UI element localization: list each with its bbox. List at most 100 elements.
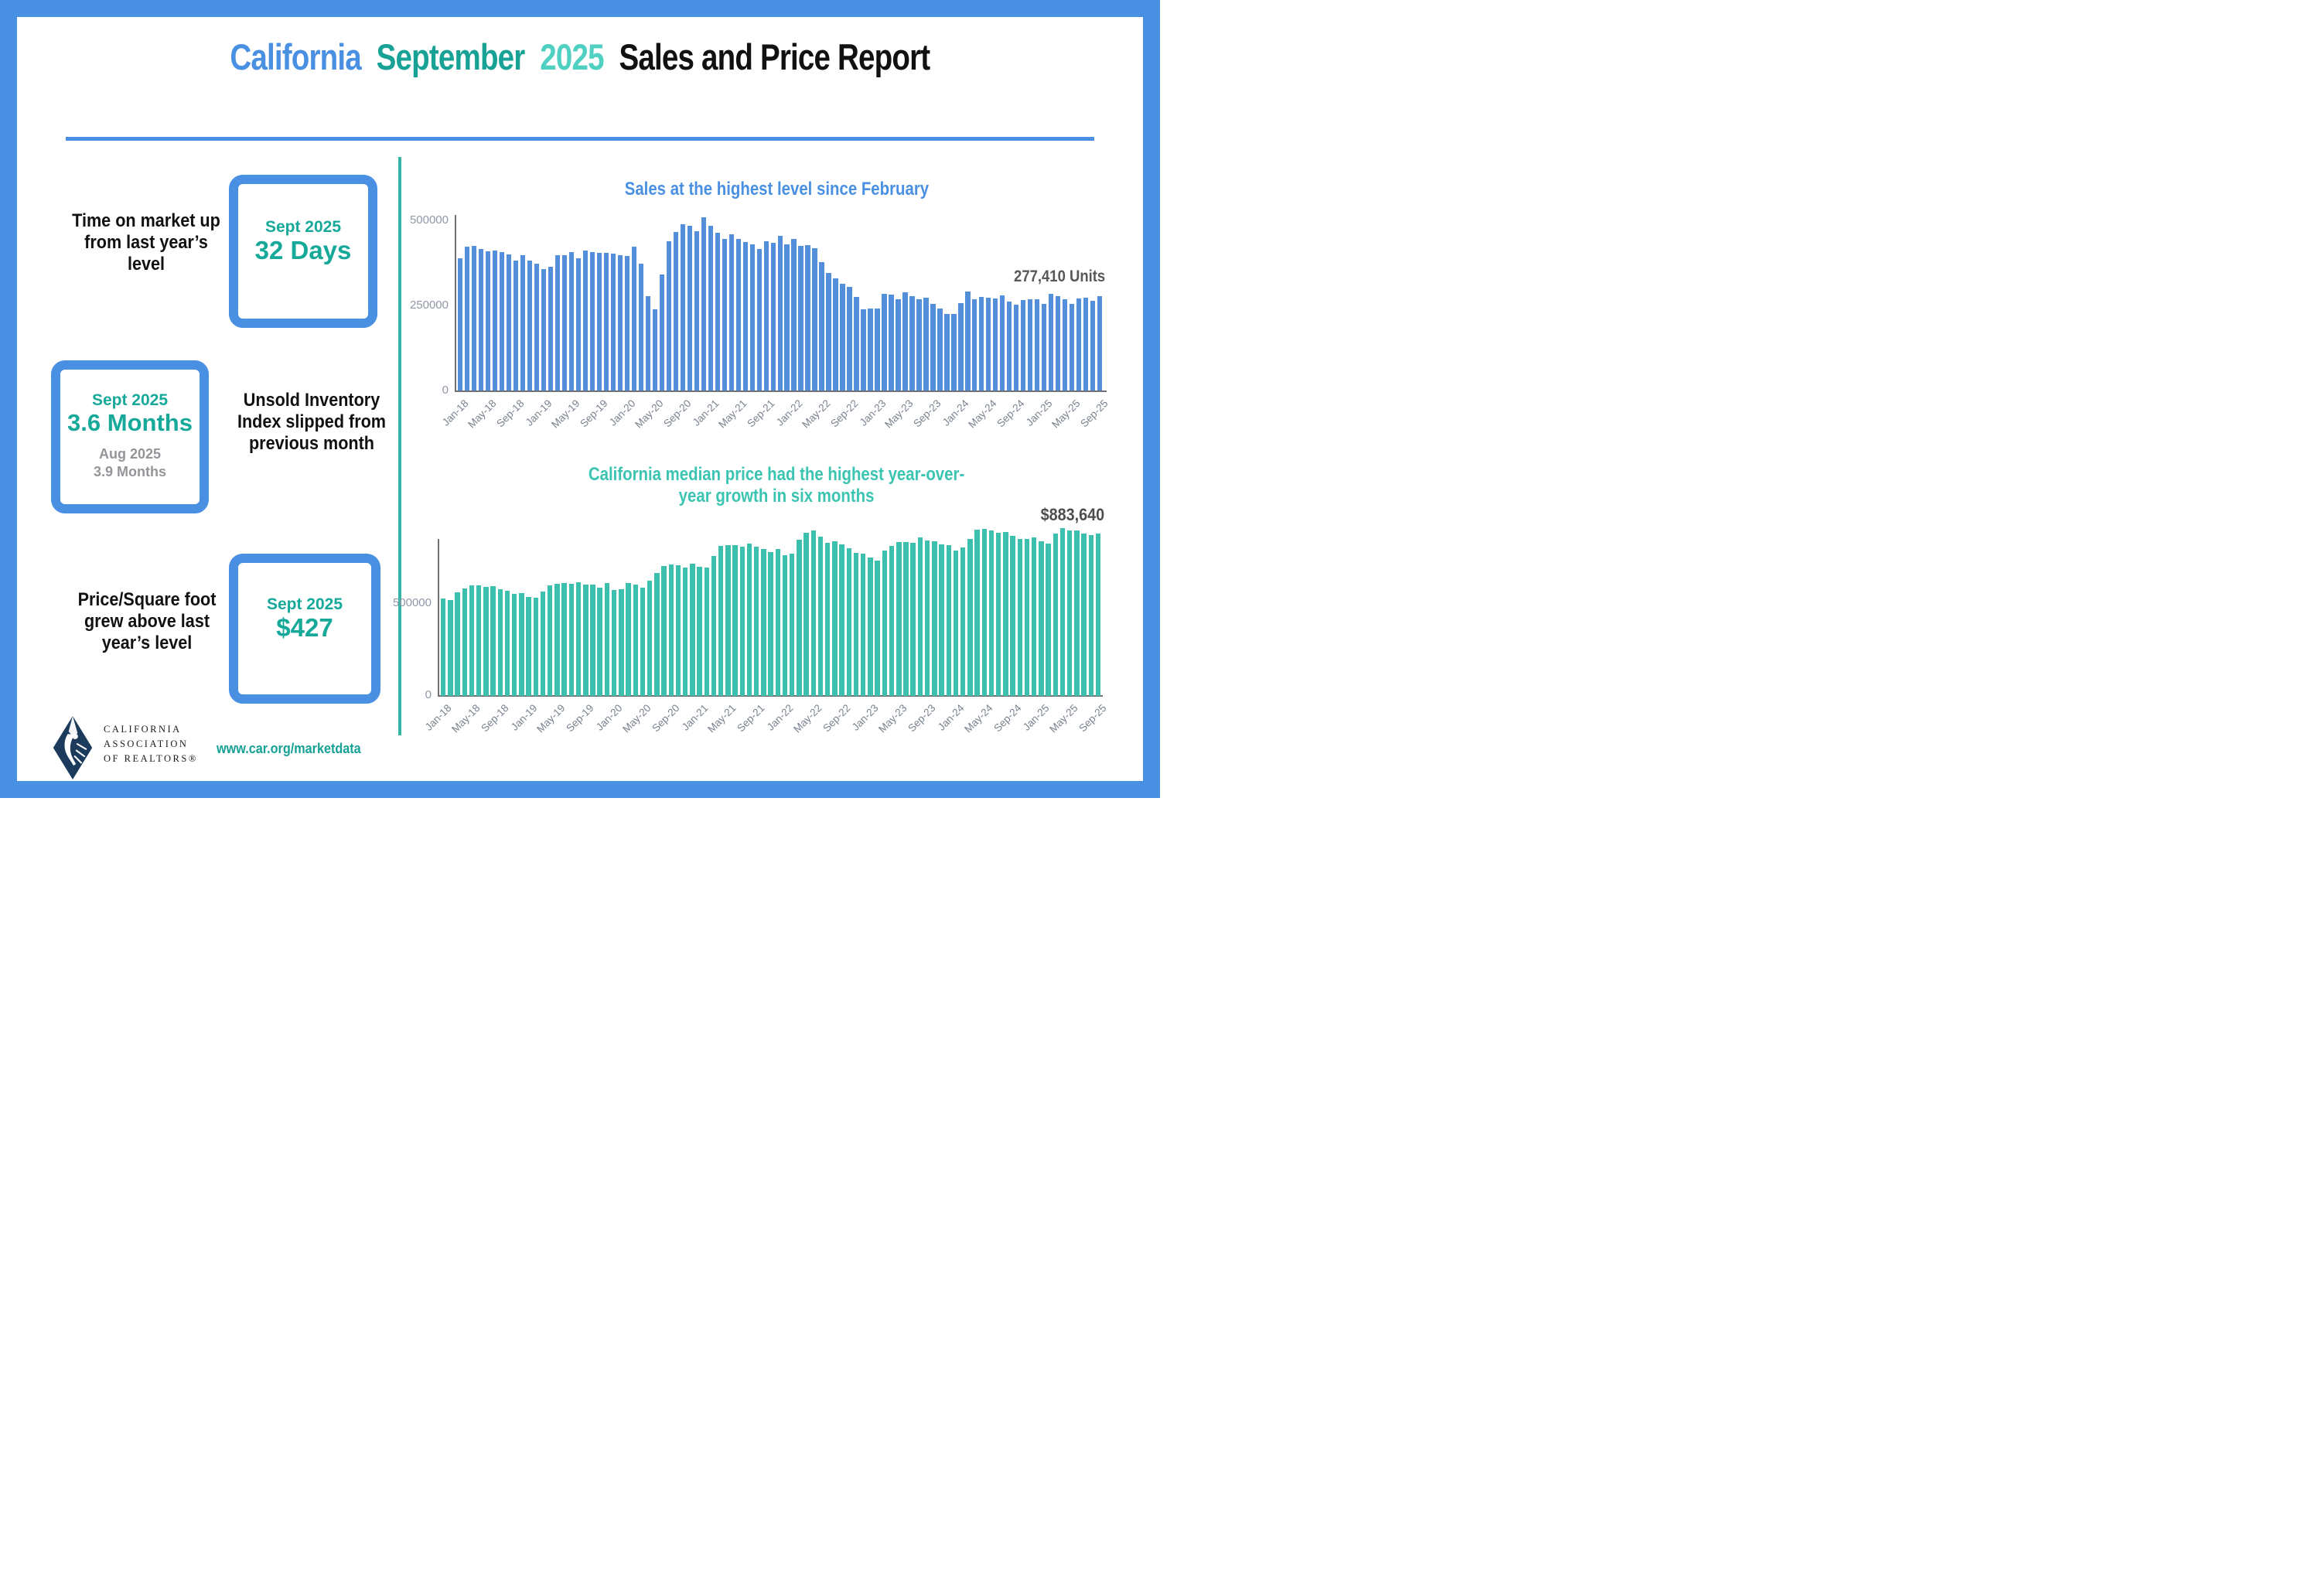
sales-bar — [1014, 304, 1019, 390]
sales-bar — [916, 298, 922, 390]
price-bar — [633, 584, 638, 696]
price-bar — [640, 588, 646, 696]
sales-bar — [534, 264, 540, 390]
sales-bar — [805, 245, 810, 390]
price-bar — [875, 560, 880, 696]
price-bar — [939, 544, 944, 696]
price-bar — [1024, 539, 1030, 696]
org-line-1: CALIFORNIA — [104, 724, 182, 735]
sales-bar — [812, 247, 817, 390]
price-bar — [974, 529, 980, 696]
sales-bar — [875, 308, 880, 390]
price-bar — [988, 530, 995, 696]
org-name: CALIFORNIA ASSOCIATION OF REALTORS® — [104, 722, 198, 766]
stat-unsold-inventory-label: Unsold Inventory Index slipped from prev… — [237, 390, 387, 454]
price-bar — [825, 542, 831, 696]
title-report: Sales and Price Report — [619, 36, 931, 77]
sales-bar — [596, 253, 602, 390]
sales-bar — [749, 244, 755, 390]
sales-bar — [687, 225, 692, 390]
org-line-3: OF REALTORS® — [104, 752, 198, 764]
price-bar — [1088, 535, 1094, 696]
sales-bar — [610, 253, 616, 390]
price-bar — [611, 590, 617, 696]
price-bar — [504, 590, 510, 696]
price-bar — [882, 550, 888, 696]
price-bar — [682, 567, 688, 696]
price-bar — [861, 553, 866, 696]
price-bar — [718, 546, 724, 696]
sales-bar — [666, 241, 671, 390]
price-bar — [932, 541, 937, 696]
price-title-line1: California median price had the highest … — [588, 464, 965, 485]
sales-bar — [1000, 295, 1005, 390]
price-bar — [782, 554, 788, 696]
price-bar — [469, 585, 475, 696]
price-y-tick-label: 500000 — [392, 596, 432, 609]
sales-bar — [770, 242, 776, 390]
sales-bar — [513, 260, 519, 390]
sales-bar — [930, 303, 936, 390]
stat-uii-value: 3.6 Months — [67, 409, 193, 436]
title-month: September — [376, 36, 526, 77]
price-bar — [753, 547, 759, 696]
org-line-2: ASSOCIATION — [104, 738, 189, 749]
sales-bar — [575, 257, 582, 390]
sales-bar — [589, 252, 595, 390]
sales-y-tick-label: 500000 — [409, 213, 449, 227]
price-bar — [924, 541, 930, 696]
price-bar — [1053, 533, 1058, 696]
sales-bar — [854, 297, 859, 390]
sales-bar — [735, 238, 741, 390]
price-bar — [490, 586, 496, 696]
price-bar — [797, 539, 802, 696]
price-bar — [775, 549, 781, 696]
price-bar — [668, 564, 674, 696]
sales-bar — [937, 308, 943, 390]
stat-uii-prev-period: Aug 2025 — [98, 446, 162, 462]
price-bar — [462, 588, 468, 696]
price-bar — [604, 582, 610, 696]
stat-time-value: 32 Days — [254, 236, 352, 264]
price-bar — [810, 530, 817, 696]
sales-annotation: 277,410 Units — [1013, 268, 1106, 285]
sales-bar — [1028, 299, 1033, 390]
price-bar — [583, 584, 589, 696]
sales-bar — [861, 309, 866, 390]
price-bar — [533, 597, 539, 696]
title-year: 2025 — [540, 36, 604, 77]
sales-bar — [485, 251, 491, 390]
car-logo-icon — [53, 716, 93, 779]
price-bar — [995, 533, 1001, 696]
sales-bar — [548, 266, 554, 390]
sales-bar — [492, 251, 498, 390]
price-bar — [817, 537, 824, 696]
price-y-axis-line — [438, 539, 439, 697]
price-bar — [1003, 532, 1008, 696]
price-bar — [1074, 530, 1080, 696]
price-bar — [761, 548, 766, 696]
sales-bar — [763, 241, 769, 390]
sales-bar — [986, 298, 991, 390]
sales-bar — [728, 234, 734, 390]
sales-bar — [631, 247, 636, 390]
price-bar — [1010, 536, 1015, 696]
price-bar — [626, 583, 631, 696]
price-bar — [946, 544, 951, 696]
price-bar — [1017, 538, 1022, 696]
marketdata-link[interactable]: www.car.org/marketdata — [217, 741, 361, 756]
sales-bar — [1056, 296, 1061, 390]
price-bar — [675, 564, 681, 696]
price-bar — [790, 554, 795, 696]
price-bar — [1095, 533, 1101, 696]
price-bar — [889, 545, 895, 696]
sales-bar — [1090, 301, 1096, 390]
stat-uii-period: Sept 2025 — [91, 391, 169, 409]
sales-bar — [1076, 298, 1082, 390]
stat-time-on-market-label: Time on market up from last year’s level — [72, 210, 220, 275]
price-bar — [967, 538, 973, 696]
price-bar — [868, 558, 873, 696]
price-chart-plot — [441, 522, 1103, 696]
price-bar — [846, 548, 852, 696]
price-bar — [839, 544, 844, 696]
